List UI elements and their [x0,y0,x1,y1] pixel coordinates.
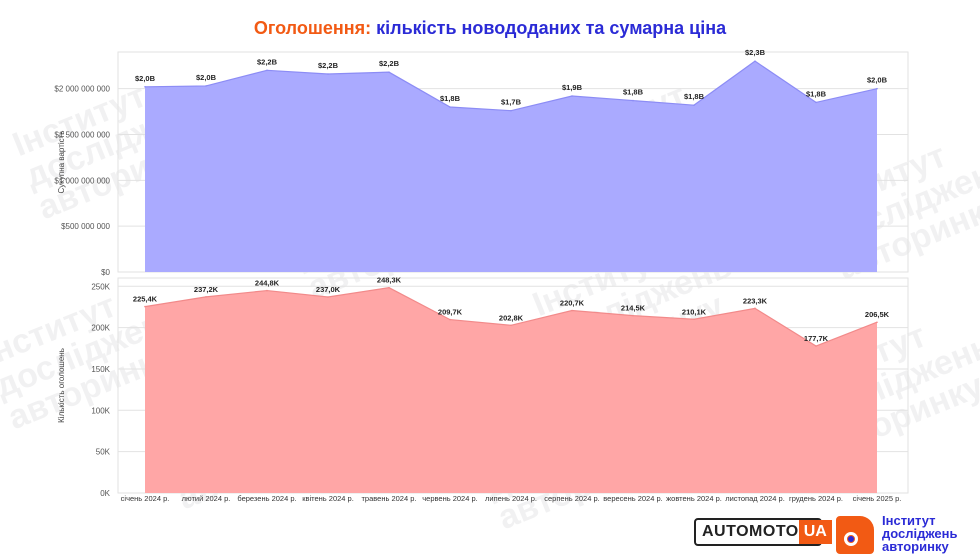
bottom-ytick-label: 0K [100,489,110,498]
xtick-label: червень 2024 р. [422,494,477,503]
bottom-data-label: 223,3K [743,296,768,305]
xtick-label: березень 2024 р. [237,494,296,503]
bottom-data-point [205,296,207,298]
bottom-ytick-label: 50K [96,448,111,457]
bottom-data-label: 244,8K [255,279,280,288]
top-data-point [510,109,512,112]
top-data-label: $2,2B [257,57,278,66]
top-ylabel: Сукупна вартість [57,131,66,194]
top-data-point [815,101,817,104]
bottom-data-point [693,318,695,321]
xtick-label: серпень 2024 р. [544,494,599,503]
top-data-point [571,95,573,97]
bottom-data-point [632,314,634,317]
bottom-data-point [754,307,756,310]
xtick-label: листопад 2024 р. [725,494,785,503]
bottom-data-point [388,286,390,289]
bottom-data-label: 177,7K [804,334,829,343]
top-ytick-label: $0 [101,268,110,277]
bottom-series-area [145,287,877,493]
bottom-data-point [510,324,512,327]
xtick-label: травень 2024 р. [361,494,416,503]
institute-logo-line: авторинку [882,539,949,554]
automoto-logo-accent: UA [798,520,832,544]
xtick-label: лютий 2024 р. [182,494,231,503]
automoto-logo-main: AUTOMOTO [702,523,799,540]
xtick-label: липень 2024 р. [485,494,537,503]
top-data-label: $2,0B [867,76,888,85]
bottom-data-label: 237,2K [194,285,219,294]
xtick-label: січень 2024 р. [121,494,170,503]
top-data-point [754,60,756,62]
bottom-data-label: 237,0K [316,285,341,294]
bottom-data-point [571,309,573,312]
top-data-label: $1,8B [806,89,827,98]
top-ytick-label: $1 000 000 000 [54,176,110,185]
top-ytick-label: $2 000 000 000 [54,85,110,94]
bottom-ylabel: Кількість оголошень [57,348,66,423]
top-data-label: $2,2B [318,61,339,70]
xtick-label: жовтень 2024 р. [666,494,722,503]
bottom-data-point [144,305,146,308]
bottom-ytick-label: 100K [91,406,110,415]
top-data-point [449,106,451,108]
top-data-point [388,71,390,73]
xtick-label: квітень 2024 р. [302,494,354,503]
institute-logo-text: Інститут досліджень авторинку [882,514,958,553]
bottom-data-label: 248,3K [377,276,402,285]
top-data-label: $2,2B [379,59,400,68]
top-data-label: $1,9B [562,83,583,92]
top-ytick-label: $1 500 000 000 [54,131,110,140]
xtick-label: вересень 2024 р. [603,494,663,503]
institute-logo-line: Інститут [882,513,936,528]
institute-logo: Інститут досліджень авторинку [836,512,976,556]
top-data-point [327,73,329,75]
bottom-data-label: 214,5K [621,304,646,313]
bottom-data-point [815,345,817,347]
bottom-data-label: 206,5K [865,310,890,319]
chart-title: Оголошення: кількість новододаних та сум… [0,18,980,39]
top-data-point [876,87,878,90]
bottom-ytick-label: 250K [91,282,110,291]
top-data-point [144,86,146,88]
top-data-point [693,104,695,106]
top-data-label: $2,0B [135,74,156,83]
bottom-data-point [327,296,329,298]
bottom-data-label: 202,8K [499,313,524,322]
bottom-ytick-label: 150K [91,365,110,374]
chart-title-part1: Оголошення: [253,18,372,38]
top-data-point [266,69,268,72]
top-data-label: $2,3B [745,48,766,57]
automoto-logo: AUTOMOTO UA [694,518,832,546]
top-ytick-label: $500 000 000 [61,222,110,231]
institute-badge-icon [836,516,874,554]
institute-logo-line: досліджень [882,526,958,541]
bottom-data-label: 210,1K [682,307,707,316]
top-data-label: $2,0B [196,73,217,82]
bottom-data-label: 225,4K [133,295,158,304]
top-series-area [145,61,877,272]
bottom-data-point [876,321,878,324]
bottom-data-label: 220,7K [560,298,585,307]
top-data-label: $1,8B [440,94,461,103]
top-data-label: $1,8B [684,92,705,101]
bottom-data-point [266,289,268,292]
chart-title-part2: кількість новододаних та сумарна ціна [371,18,727,38]
top-data-label: $1,7B [501,98,522,107]
xtick-label: січень 2025 р. [853,494,902,503]
top-data-label: $1,8B [623,88,644,97]
xtick-label: грудень 2024 р. [789,494,843,503]
top-data-point [632,99,634,102]
bottom-data-point [449,318,451,321]
bottom-ytick-label: 200K [91,324,110,333]
top-data-point [205,85,207,87]
bottom-data-label: 209,7K [438,308,463,317]
